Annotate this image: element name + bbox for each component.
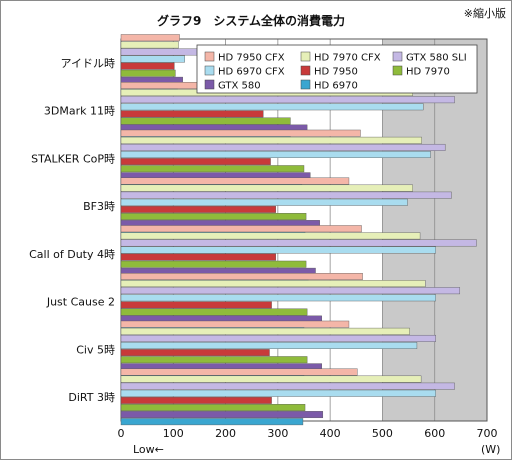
- bar: [120, 253, 276, 261]
- bar: [120, 411, 324, 419]
- bar: [120, 96, 455, 104]
- legend-label: HD 7950 CFX: [218, 53, 285, 64]
- bar: [120, 143, 446, 151]
- bar: [120, 342, 418, 349]
- bar: [120, 103, 424, 111]
- x-tick-label: 600: [424, 427, 445, 440]
- bar: [120, 158, 271, 166]
- category-label: Call of Duty 4時: [29, 248, 115, 261]
- bar: [120, 191, 452, 199]
- bar: [120, 62, 175, 70]
- bar: [120, 232, 421, 240]
- bar: [120, 177, 350, 185]
- bar: [120, 382, 455, 390]
- legend-swatch: [300, 51, 311, 62]
- bar: [120, 165, 305, 173]
- bar: [120, 308, 308, 316]
- bar: [120, 117, 291, 125]
- bar: [120, 205, 276, 213]
- legend-swatch: [392, 65, 403, 76]
- legend-swatch: [392, 51, 403, 62]
- bar: [120, 184, 413, 192]
- bar: [120, 69, 176, 77]
- bar: [120, 48, 199, 56]
- bar: [120, 151, 431, 158]
- legend-label: HD 7970 CFX: [314, 53, 381, 64]
- legend-label: GTX 580: [218, 81, 261, 92]
- bar: [120, 41, 179, 49]
- legend-swatch: [300, 65, 311, 76]
- bar: [120, 225, 362, 233]
- category-label: BF3時: [83, 200, 115, 213]
- bar: [120, 110, 264, 118]
- category-label: Just Cause 2: [46, 296, 115, 309]
- bar: [120, 129, 361, 137]
- bar: [120, 136, 422, 144]
- bar: [120, 396, 272, 404]
- legend-label: HD 7950: [314, 67, 358, 78]
- category-label: Civ 5時: [76, 343, 115, 356]
- x-tick-label: 700: [477, 427, 498, 440]
- bar: [120, 375, 422, 383]
- category-label: DiRT 3時: [68, 391, 115, 404]
- bar: [120, 327, 410, 335]
- legend-label: HD 7970: [406, 67, 450, 78]
- x-axis-unit-label: (W): [481, 443, 500, 456]
- bar: [120, 198, 408, 206]
- legend-swatch: [204, 79, 215, 90]
- legend-swatch: [300, 79, 311, 90]
- bar: [120, 356, 308, 364]
- bar: [120, 55, 185, 63]
- x-tick-label: 100: [163, 427, 184, 440]
- bar: [120, 246, 436, 254]
- legend-label: HD 6970 CFX: [218, 67, 285, 78]
- chart-title: グラフ9 システム全体の消費電力: [157, 13, 345, 28]
- bar: [120, 349, 270, 357]
- category-label: 3DMark 11時: [44, 105, 115, 118]
- legend-swatch: [204, 51, 215, 62]
- x-tick-label: 400: [320, 427, 341, 440]
- bar: [120, 320, 350, 328]
- legend-box: [196, 44, 478, 94]
- legend: HD 7950 CFX HD 7970 CFX GTX 580 SLI HD 6970…: [196, 44, 478, 94]
- x-tick-label: 500: [372, 427, 393, 440]
- bar: [120, 301, 272, 309]
- bar: [120, 280, 426, 288]
- x-tick-label: 0: [118, 427, 125, 440]
- bar: [120, 334, 436, 342]
- bar: [120, 287, 461, 295]
- category-label: STALKER CoP時: [31, 152, 115, 165]
- legend-label: GTX 580 SLI: [406, 53, 467, 64]
- x-tick-label: 200: [215, 427, 236, 440]
- chart-note: ※縮小版: [464, 6, 506, 20]
- x-axis-low-label: Low←: [133, 443, 164, 456]
- bar: [120, 213, 307, 220]
- x-tick-label: 300: [267, 427, 288, 440]
- bar: [120, 389, 436, 397]
- bar: [120, 368, 358, 376]
- bar: [120, 260, 307, 268]
- legend-label: HD 6970: [314, 81, 358, 92]
- bar: [120, 273, 363, 280]
- category-label: アイドル時: [61, 57, 115, 70]
- bar: [120, 404, 306, 411]
- bar: [120, 418, 304, 426]
- legend-swatch: [204, 65, 215, 76]
- bar: [120, 34, 180, 42]
- bar: [120, 294, 436, 302]
- bar: [120, 239, 477, 247]
